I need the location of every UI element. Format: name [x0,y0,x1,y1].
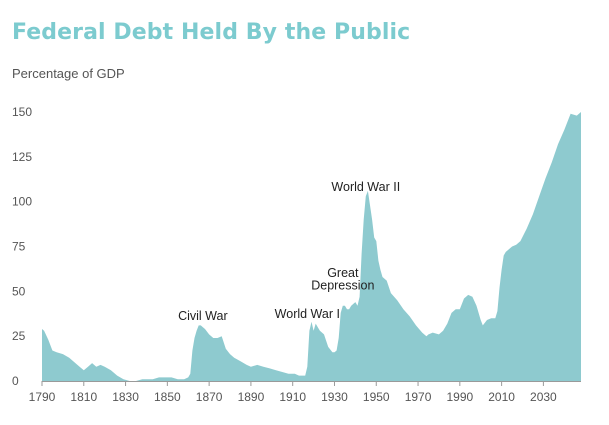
x-tick-label-1910: 1910 [279,390,306,404]
y-axis-label: Percentage of GDP [12,66,125,81]
x-tick-label-1970: 1970 [405,390,432,404]
x-tick-label-1930: 1930 [321,390,348,404]
chart-title: Federal Debt Held By the Public [12,20,411,45]
area-series-0 [42,112,581,381]
y-tick-label-150: 150 [12,105,32,119]
x-tick-label-2010: 2010 [488,390,515,404]
y-tick-label-25: 25 [12,329,26,343]
x-tick-label-2030: 2030 [530,390,557,404]
x-tick-label-1790: 1790 [29,390,56,404]
x-tick-label-1830: 1830 [112,390,139,404]
x-tick-label-1950: 1950 [363,390,390,404]
y-tick-label-0: 0 [12,374,19,388]
y-tick-label-75: 75 [12,240,26,254]
x-tick-label-1990: 1990 [446,390,473,404]
annotation-0: World War II [331,180,400,194]
annotation-2: Depression [311,279,374,293]
y-tick-label-100: 100 [12,195,32,209]
annotation-4: World War I [275,307,340,321]
x-tick-label-1850: 1850 [154,390,181,404]
y-tick-label-125: 125 [12,150,32,164]
annotation-3: Civil War [178,309,228,323]
y-tick-label-50: 50 [12,284,26,298]
x-tick-label-1870: 1870 [196,390,223,404]
annotation-1: Great [327,266,359,280]
x-tick-label-1810: 1810 [70,390,97,404]
x-tick-label-1890: 1890 [238,390,265,404]
